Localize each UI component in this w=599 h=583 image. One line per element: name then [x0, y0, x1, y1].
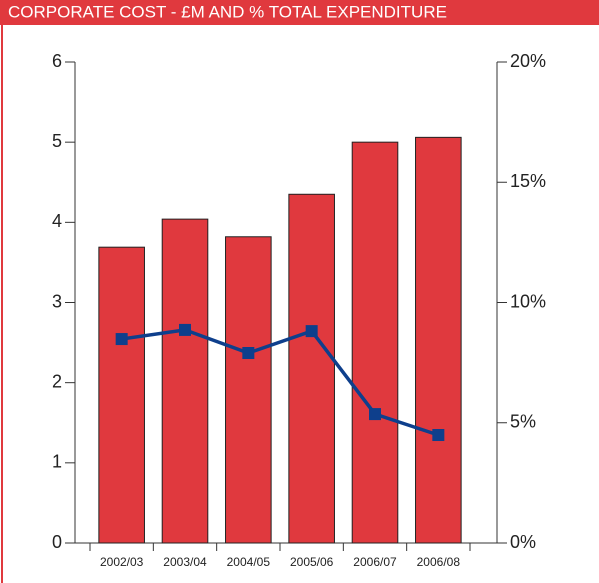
- y-tick-label: 5: [52, 131, 62, 151]
- bar: [98, 246, 145, 544]
- bar: [225, 236, 272, 544]
- chart-title: CORPORATE COST - £M AND % TOTAL EXPENDIT…: [8, 2, 447, 21]
- y2-tick-label: 10%: [510, 291, 546, 311]
- y-tick-label: 3: [52, 291, 62, 311]
- y-tick-label: 4: [52, 211, 62, 231]
- marker: [242, 347, 255, 360]
- x-tick-label: 2003/04: [163, 555, 207, 569]
- title-bar: [0, 0, 599, 25]
- marker: [432, 429, 445, 442]
- bar: [415, 136, 462, 544]
- y2-tick-label: 20%: [510, 51, 546, 71]
- bar: [351, 141, 399, 544]
- bar: [161, 218, 209, 544]
- y-tick-label: 1: [52, 452, 62, 472]
- marker: [115, 333, 128, 346]
- bar: [288, 193, 335, 544]
- marker: [179, 323, 191, 336]
- marker: [369, 408, 381, 421]
- left-border: [1, 25, 3, 583]
- marker: [305, 325, 318, 338]
- y2-tick-label: 15%: [510, 171, 546, 191]
- x-tick-label: 2006/07: [353, 555, 397, 569]
- x-tick-label: 2004/05: [227, 555, 271, 569]
- y2-tick-label: 5%: [510, 412, 536, 432]
- x-tick-label: 2006/08: [417, 555, 461, 569]
- x-tick-label: 2005/06: [290, 555, 334, 569]
- y-tick-label: 6: [52, 51, 62, 71]
- y-tick-label: 0: [52, 532, 62, 552]
- x-tick-label: 2002/03: [100, 555, 144, 569]
- line: [121, 328, 439, 437]
- y2-tick-label: 0%: [510, 532, 536, 552]
- y-tick-label: 2: [52, 371, 62, 391]
